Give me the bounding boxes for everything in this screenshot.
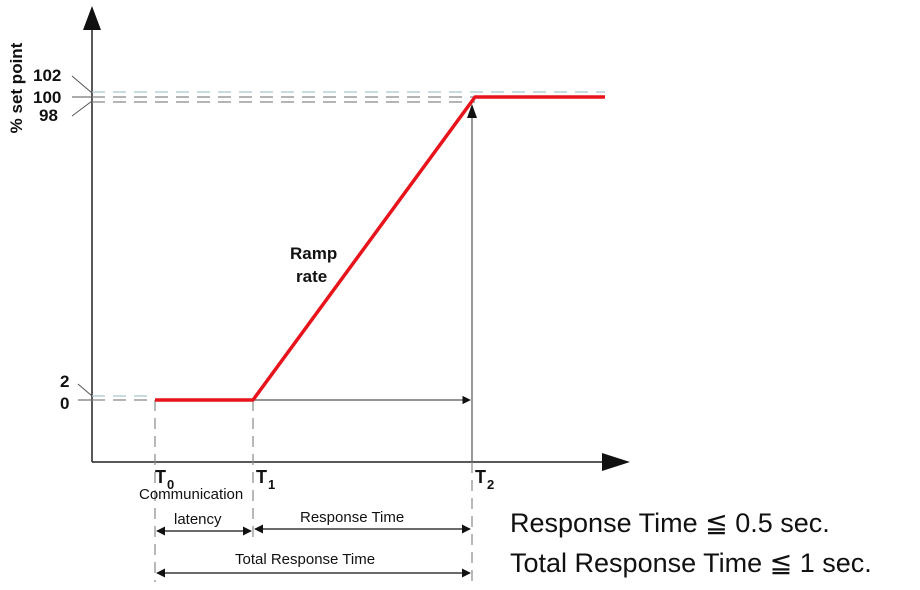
tick-label-2: 2 [60, 372, 69, 391]
leader-102 [71, 75, 93, 94]
t2-sub: 2 [487, 477, 494, 492]
y-axis-label: % set point [7, 42, 26, 133]
total-response-time-label: Total Response Time [235, 551, 375, 568]
tick-label-102: 102 [33, 66, 61, 85]
ramp-rate-label-line2: rate [296, 267, 327, 286]
t2-upward-arrowhead [467, 104, 477, 118]
total-response-time-requirement: Total Response Time ≦ 1 sec. [510, 548, 872, 578]
t0-main: T [155, 467, 166, 487]
response-time-label: Response Time [300, 509, 404, 526]
tick-label-98: 98 [39, 106, 58, 125]
tolerance-band-lines [92, 91, 605, 401]
signal-trace [155, 95, 605, 402]
t0-sub: 0 [167, 477, 174, 492]
tick-label-0: 0 [60, 394, 69, 413]
leader-2 [77, 383, 93, 397]
time-guides [154, 400, 473, 582]
time-label-t1: T 1 [256, 467, 275, 492]
time-label-t0: T 0 [155, 467, 174, 492]
leader-98 [71, 100, 93, 117]
ramp-rate-label-line1: Ramp [290, 244, 337, 263]
latency-label: latency [174, 511, 222, 528]
x-axis-arrowhead [602, 453, 630, 471]
response-time-requirement: Response Time ≦ 0.5 sec. [510, 508, 830, 538]
time-label-t2: T 2 [475, 467, 494, 492]
tick-label-100: 100 [33, 88, 61, 107]
communication-label: Communication [139, 486, 243, 503]
tick-leaders [71, 75, 93, 401]
t2-main: T [475, 467, 486, 487]
t1-sub: 1 [268, 477, 275, 492]
t1-main: T [256, 467, 267, 487]
y-axis-arrowhead [83, 6, 101, 30]
